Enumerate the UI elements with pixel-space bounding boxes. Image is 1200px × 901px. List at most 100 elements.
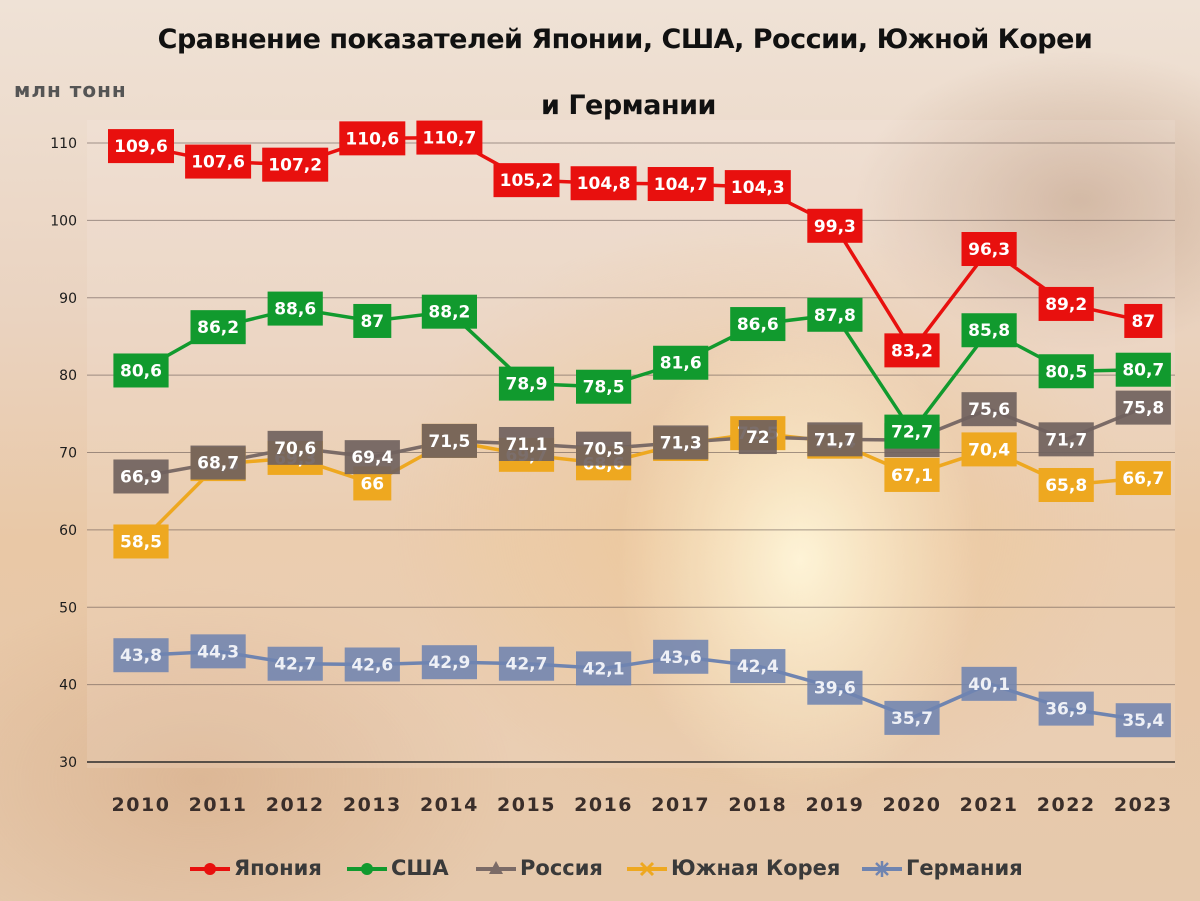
data-label: 83,2 (891, 341, 933, 361)
data-label: 105,2 (500, 171, 554, 191)
data-label: 66 (360, 474, 384, 494)
data-label: 104,8 (577, 174, 631, 194)
data-label: 104,3 (731, 178, 785, 198)
data-label: 107,2 (268, 156, 322, 176)
data-label-box (498, 366, 555, 401)
legend: Япония США Россия Южная Корея Германия (0, 854, 1200, 886)
data-label: 66,7 (1122, 469, 1164, 489)
data-label-box (807, 208, 863, 243)
data-label-box (738, 420, 777, 455)
data-labels: 43,8 44,3 42,7 42,6 42,9 42,7 42,1 43,6 42,4 39,6… (108, 120, 1171, 738)
data-label-box (1038, 354, 1094, 389)
data-label: 110,6 (345, 129, 399, 149)
circle-marker-icon (347, 863, 387, 875)
y-tick-label: 30 (59, 755, 77, 771)
data-label-box (421, 294, 477, 329)
data-label-box (1115, 390, 1171, 425)
data-label-box (498, 426, 555, 461)
data-label: 67,1 (891, 466, 933, 486)
data-label: 75,8 (1122, 399, 1164, 419)
data-label-box (884, 457, 940, 492)
chart-title-line-2: и Германии (541, 90, 716, 121)
data-label: 80,5 (1045, 362, 1087, 382)
data-label-box (493, 163, 560, 198)
star-marker-icon (862, 861, 902, 877)
data-label-box (1038, 691, 1094, 726)
data-label-box (190, 445, 246, 480)
y-axis-label: млн тонн (14, 78, 127, 102)
x-tick-label: 2015 (497, 794, 556, 816)
data-label: 72 (746, 428, 770, 448)
legend-label: Япония (234, 856, 322, 880)
data-label: 70,6 (274, 439, 316, 459)
data-label: 87 (1131, 312, 1155, 332)
data-label-box (421, 645, 477, 680)
x-tick-label: 2023 (1114, 794, 1173, 816)
data-label-box (498, 646, 555, 681)
circle-marker-icon (190, 863, 230, 875)
data-label: 36,9 (1045, 700, 1087, 720)
data-label-box (267, 430, 323, 465)
legend-label: Россия (520, 856, 603, 880)
data-label-box (1038, 422, 1094, 457)
data-label: 71,7 (1045, 430, 1087, 450)
data-label-box (884, 333, 940, 368)
data-label: 89,2 (1045, 295, 1087, 315)
data-label: 42,7 (506, 655, 548, 675)
data-label-box (647, 167, 714, 202)
data-label-box (884, 414, 940, 449)
y-tick-label: 50 (59, 600, 77, 616)
data-label: 71,7 (814, 430, 856, 450)
data-label: 43,8 (120, 646, 162, 666)
y-tick-label: 80 (59, 368, 77, 384)
data-label: 87,8 (814, 306, 856, 326)
data-label-box (113, 524, 169, 559)
x-tick-label: 2018 (728, 794, 787, 816)
data-label: 42,1 (583, 659, 625, 679)
data-label: 88,6 (274, 300, 316, 320)
data-label-box (113, 459, 169, 494)
data-label-box (724, 170, 791, 205)
data-label: 58,5 (120, 532, 162, 552)
data-label-box (416, 120, 483, 155)
y-tick-label: 40 (59, 678, 77, 694)
data-label-box (961, 666, 1017, 701)
data-label-box (267, 291, 323, 326)
data-label-box (807, 422, 863, 457)
data-label: 71,1 (506, 435, 548, 455)
data-label-box (576, 431, 632, 466)
data-label: 80,7 (1122, 361, 1164, 381)
data-label-box (961, 232, 1017, 267)
data-label: 71,5 (428, 432, 470, 452)
x-marker-icon (627, 861, 667, 877)
data-label-box (108, 129, 174, 164)
data-label-box (113, 638, 169, 673)
data-label: 42,4 (737, 657, 779, 677)
data-label-box (262, 147, 329, 182)
data-label: 110,7 (423, 129, 477, 149)
x-tick-label: 2011 (189, 794, 248, 816)
data-label: 44,3 (197, 642, 239, 662)
data-label-box (730, 649, 786, 684)
data-label-box (344, 647, 400, 682)
data-label-box (421, 423, 477, 458)
data-label: 39,6 (814, 679, 856, 699)
data-label-box (570, 166, 637, 201)
data-label-box (961, 392, 1017, 427)
chart-title: Сравнение показателей Японии, США, Росси… (157, 24, 1093, 55)
y-tick-label: 110 (50, 136, 77, 152)
data-label: 71,3 (660, 433, 702, 453)
x-tick-label: 2014 (420, 794, 479, 816)
data-label-box (653, 425, 709, 460)
data-label-box (1124, 303, 1163, 338)
data-label-box (576, 369, 632, 404)
data-label-box (267, 646, 323, 681)
y-tick-label: 60 (59, 523, 77, 539)
data-label: 40,1 (968, 675, 1010, 695)
data-label-box (1115, 703, 1171, 738)
data-label: 72,7 (891, 423, 933, 443)
data-label: 42,9 (428, 653, 470, 673)
data-label: 35,4 (1122, 711, 1164, 731)
data-label-box (190, 310, 246, 345)
